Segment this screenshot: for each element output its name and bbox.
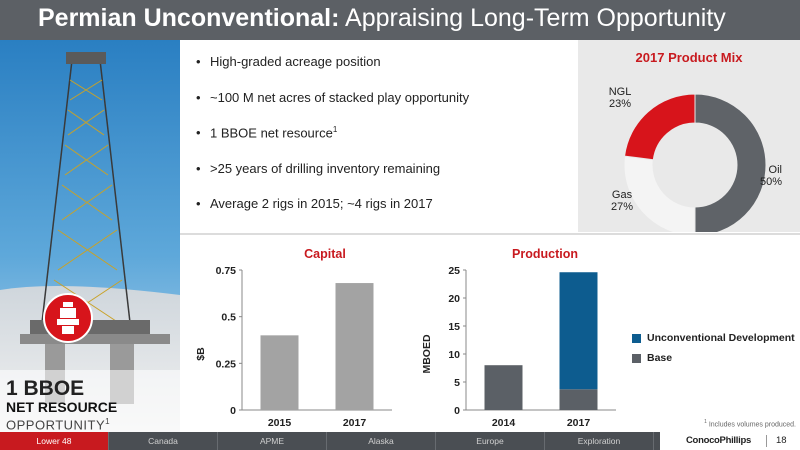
bullet-item: High-graded acreage position	[196, 54, 566, 90]
nav-tab-canada[interactable]: Canada	[109, 432, 218, 450]
slice-label: Gas	[612, 189, 633, 201]
company-logo: ConocoPhillips	[686, 435, 751, 446]
x-tick-label: 2014	[492, 417, 516, 429]
badge-line2: NET RESOURCE	[6, 399, 118, 415]
capital-chart: 0 0.25 0.5 0.75 $B 2015 2017	[195, 265, 392, 429]
slice-value: 27%	[611, 201, 633, 213]
production-chart: 0 5 10 15 20 25 MBOED 2014 2017	[421, 265, 616, 429]
donut-slice-oil	[694, 93, 767, 237]
bottom-nav: Lower 48 Canada APME Alaska Europe Explo…	[0, 432, 800, 450]
y-tick-label: 25	[448, 265, 460, 277]
slice-label: Oil	[769, 164, 782, 176]
badge-line3: OPPORTUNITY1	[6, 417, 111, 433]
legend-item: Base	[632, 348, 795, 368]
legend-item: Unconventional Development	[632, 328, 795, 348]
logo-separator	[766, 435, 767, 447]
nav-tab-exploration[interactable]: Exploration	[545, 432, 654, 450]
nav-tab-lower-48[interactable]: Lower 48	[0, 432, 109, 450]
slice-value: 50%	[760, 176, 782, 188]
y-tick-label: 10	[448, 349, 460, 361]
y-tick-label: 15	[448, 321, 460, 333]
production-legend: Unconventional Development Base	[632, 328, 795, 368]
capital-chart-title: Capital	[304, 247, 346, 261]
bar-2017	[335, 283, 374, 410]
y-tick-label: 0	[454, 405, 460, 417]
donut-slice-gas	[623, 155, 696, 237]
x-tick-label: 2017	[343, 417, 367, 429]
slice-value: 23%	[609, 98, 631, 110]
section-divider	[180, 233, 800, 235]
bar-base	[484, 365, 523, 410]
production-chart-title: Production	[512, 247, 578, 261]
y-tick-label: 0.5	[221, 312, 236, 324]
footnote: 1 Includes volumes produced.	[704, 419, 796, 429]
bar-unconventional-development	[559, 272, 598, 390]
y-tick-label: 0.25	[216, 358, 237, 370]
nav-tab-europe[interactable]: Europe	[436, 432, 545, 450]
bar-2015	[260, 335, 299, 410]
bullet-item: >25 years of drilling inventory remainin…	[196, 161, 566, 197]
bar-base	[559, 389, 598, 410]
product-mix-panel: 2017 Product Mix Oil 50% Gas 27% NGL 23%	[578, 40, 800, 237]
y-tick-label: 5	[454, 377, 460, 389]
donut-slice-ngl	[624, 93, 696, 161]
legend-swatch	[632, 333, 641, 343]
bullet-item: Average 2 rigs in 2015; ~4 rigs in 2017	[196, 196, 566, 232]
slice-label: NGL	[609, 86, 632, 98]
x-tick-label: 2017	[567, 417, 591, 429]
y-axis-label: $B	[195, 347, 207, 361]
page-number: 18	[776, 435, 787, 446]
bullet-item: 1 BBOE net resource1	[196, 125, 566, 161]
y-tick-label: 0.75	[216, 265, 237, 277]
product-mix-title: 2017 Product Mix	[635, 50, 743, 65]
logo-area: ConocoPhillips 18	[660, 432, 800, 450]
resource-badge: 1 BBOE NET RESOURCE OPPORTUNITY1	[6, 378, 117, 432]
x-tick-label: 2015	[268, 417, 292, 429]
y-tick-label: 0	[230, 405, 236, 417]
nav-tab-alaska[interactable]: Alaska	[327, 432, 436, 450]
legend-swatch	[632, 353, 641, 363]
y-tick-label: 20	[448, 293, 460, 305]
bullet-list: High-graded acreage position ~100 M net …	[196, 54, 566, 232]
badge-line1: 1 BBOE	[6, 377, 85, 400]
title-bar: Permian Unconventional: Appraising Long-…	[0, 0, 800, 40]
nav-tab-apme[interactable]: APME	[218, 432, 327, 450]
rig-photo	[0, 40, 180, 432]
bullet-item: ~100 M net acres of stacked play opportu…	[196, 90, 566, 126]
y-axis-label: MBOED	[421, 334, 433, 374]
page-title: Permian Unconventional: Appraising Long-…	[38, 4, 726, 32]
